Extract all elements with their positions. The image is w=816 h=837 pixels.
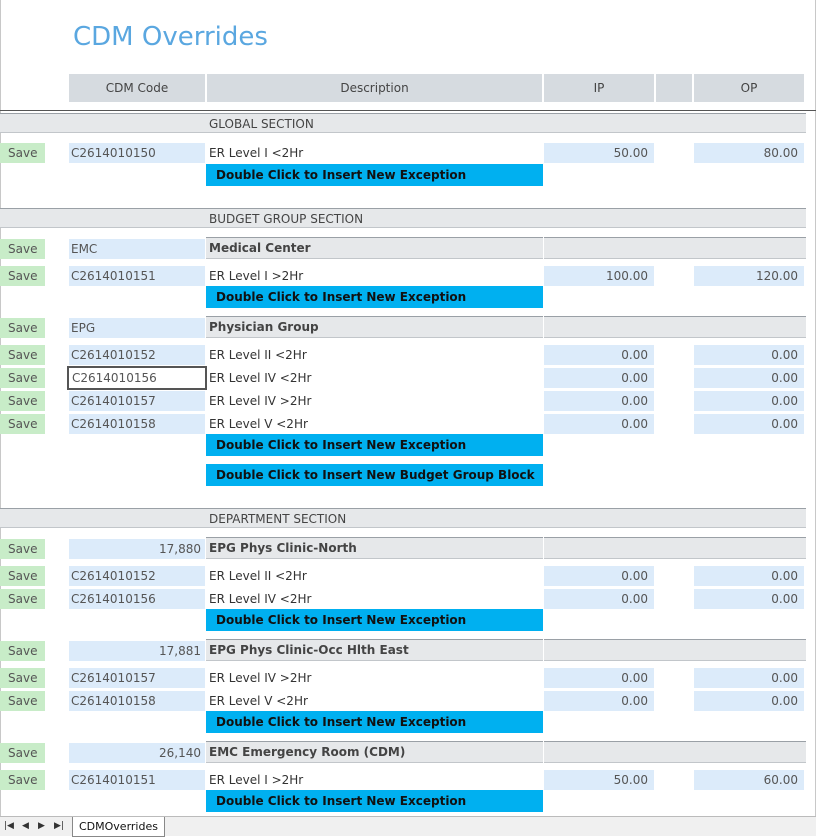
ip-cell[interactable]: 0.00 [544,566,654,586]
cdm-code-cell-selected[interactable]: C2614010156 [67,366,207,390]
save-button[interactable]: Save [0,239,45,259]
op-cell[interactable]: 0.00 [694,566,804,586]
description-cell[interactable]: ER Level I >2Hr [209,773,304,787]
cdm-code-cell[interactable]: C2614010152 [69,566,205,586]
description-cell[interactable]: ER Level II <2Hr [209,569,307,583]
save-button[interactable]: Save [0,539,45,559]
insert-exception-button[interactable]: Double Click to Insert New Exception [206,711,543,733]
budget-group-code-cell[interactable]: EPG [69,318,205,338]
insert-exception-button[interactable]: Double Click to Insert New Exception [206,609,543,631]
department-header-fill [544,639,806,661]
section-header-budget-group: BUDGET GROUP SECTION [0,208,806,228]
cdm-code-cell[interactable]: C2614010156 [69,589,205,609]
cdm-code-cell[interactable]: C2614010158 [69,414,205,434]
insert-exception-button[interactable]: Double Click to Insert New Exception [206,286,543,308]
op-cell[interactable]: 120.00 [694,266,804,286]
ip-cell[interactable]: 0.00 [544,391,654,411]
description-cell[interactable]: ER Level V <2Hr [209,417,308,431]
budget-group-name: Medical Center [206,237,543,259]
description-cell[interactable]: ER Level V <2Hr [209,694,308,708]
ip-cell[interactable]: 50.00 [544,143,654,163]
cdm-code-cell[interactable]: C2614010151 [69,266,205,286]
budget-group-code-cell[interactable]: EMC [69,239,205,259]
budget-group-header-fill [544,237,806,259]
op-cell[interactable]: 60.00 [694,770,804,790]
op-cell[interactable]: 0.00 [694,691,804,711]
department-code-cell[interactable]: 17,880 [69,539,205,559]
ip-cell[interactable]: 0.00 [544,668,654,688]
save-button[interactable]: Save [0,266,45,286]
save-button[interactable]: Save [0,691,45,711]
cdm-code-cell[interactable]: C2614010151 [69,770,205,790]
cdm-code-cell[interactable]: C2614010158 [69,691,205,711]
ip-cell[interactable]: 100.00 [544,266,654,286]
department-code-cell[interactable]: 26,140 [69,743,205,763]
save-button[interactable]: Save [0,391,45,411]
column-header-op[interactable]: OP [694,74,804,102]
department-header-fill [544,741,806,763]
cdm-code-cell[interactable]: C2614010157 [69,668,205,688]
column-header-ip[interactable]: IP [544,74,654,102]
ip-cell[interactable]: 0.00 [544,589,654,609]
description-cell[interactable]: ER Level IV >2Hr [209,394,312,408]
last-sheet-icon[interactable]: ▶| [54,821,64,831]
save-button[interactable]: Save [0,566,45,586]
insert-exception-button[interactable]: Double Click to Insert New Exception [206,790,543,812]
column-header-description[interactable]: Description [207,74,542,102]
save-button[interactable]: Save [0,143,45,163]
sheet-tab-cdmoverrides[interactable]: CDMOverrides [72,817,165,837]
ip-cell[interactable]: 0.00 [544,691,654,711]
department-header-fill [544,537,806,559]
insert-exception-button[interactable]: Double Click to Insert New Exception [206,434,543,456]
save-button[interactable]: Save [0,414,45,434]
department-name: EPG Phys Clinic-Occ Hlth East [206,639,543,661]
header-divider [0,110,816,111]
ip-cell[interactable]: 0.00 [544,345,654,365]
description-cell[interactable]: ER Level IV >2Hr [209,671,312,685]
cdm-code-cell[interactable]: C2614010152 [69,345,205,365]
column-header-cdm-code[interactable]: CDM Code [69,74,205,102]
op-cell[interactable]: 0.00 [694,391,804,411]
sheet-tab-bar: |◀ ◀ ▶ ▶| CDMOverrides [0,816,816,837]
description-cell[interactable]: ER Level IV <2Hr [209,371,312,385]
insert-budget-group-block-button[interactable]: Double Click to Insert New Budget Group … [206,464,543,486]
description-cell[interactable]: ER Level I >2Hr [209,269,304,283]
description-cell[interactable]: ER Level IV <2Hr [209,592,312,606]
op-cell[interactable]: 0.00 [694,668,804,688]
section-header-global: GLOBAL SECTION [0,113,806,133]
op-cell[interactable]: 0.00 [694,589,804,609]
ip-cell[interactable]: 0.00 [544,414,654,434]
budget-group-header-fill [544,316,806,338]
op-cell[interactable]: 80.00 [694,143,804,163]
save-button[interactable]: Save [0,641,45,661]
prev-sheet-icon[interactable]: ◀ [22,821,29,831]
save-button[interactable]: Save [0,668,45,688]
save-button[interactable]: Save [0,770,45,790]
department-name: EPG Phys Clinic-North [206,537,543,559]
save-button[interactable]: Save [0,318,45,338]
first-sheet-icon[interactable]: |◀ [4,821,14,831]
description-cell[interactable]: ER Level II <2Hr [209,348,307,362]
save-button[interactable]: Save [0,589,45,609]
next-sheet-icon[interactable]: ▶ [38,821,45,831]
budget-group-name: Physician Group [206,316,543,338]
section-header-department: DEPARTMENT SECTION [0,508,806,528]
op-cell[interactable]: 0.00 [694,368,804,388]
description-cell[interactable]: ER Level I <2Hr [209,146,304,160]
save-button[interactable]: Save [0,743,45,763]
save-button[interactable]: Save [0,368,45,388]
op-cell[interactable]: 0.00 [694,345,804,365]
cdm-code-cell[interactable]: C2614010157 [69,391,205,411]
op-cell[interactable]: 0.00 [694,414,804,434]
page-title: CDM Overrides [73,22,268,52]
department-code-cell[interactable]: 17,881 [69,641,205,661]
cdm-code-cell[interactable]: C2614010150 [69,143,205,163]
insert-exception-button[interactable]: Double Click to Insert New Exception [206,164,543,186]
ip-cell[interactable]: 50.00 [544,770,654,790]
save-button[interactable]: Save [0,345,45,365]
column-header-blank[interactable] [656,74,692,102]
ip-cell[interactable]: 0.00 [544,368,654,388]
department-name: EMC Emergency Room (CDM) [206,741,543,763]
